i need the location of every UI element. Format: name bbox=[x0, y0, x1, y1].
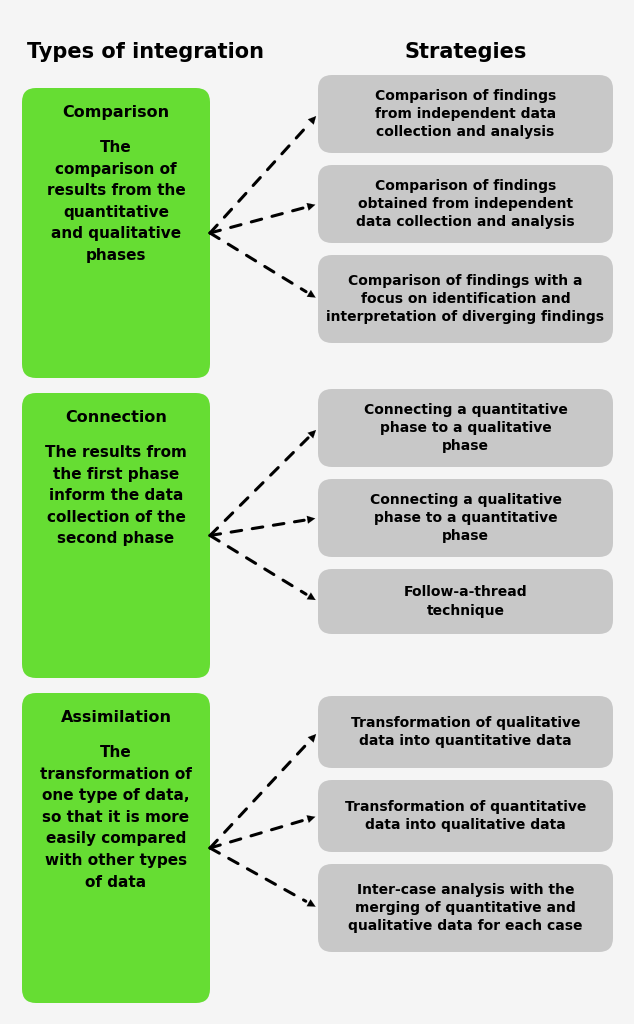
FancyBboxPatch shape bbox=[318, 165, 613, 243]
Text: Comparison: Comparison bbox=[62, 104, 169, 120]
FancyBboxPatch shape bbox=[318, 75, 613, 153]
FancyBboxPatch shape bbox=[318, 255, 613, 343]
FancyBboxPatch shape bbox=[318, 479, 613, 557]
Text: Follow-a-thread
technique: Follow-a-thread technique bbox=[404, 586, 527, 617]
Text: Comparison of findings
from independent data
collection and analysis: Comparison of findings from independent … bbox=[375, 89, 556, 139]
FancyBboxPatch shape bbox=[22, 88, 210, 378]
Text: Connecting a qualitative
phase to a quantitative
phase: Connecting a qualitative phase to a quan… bbox=[370, 493, 562, 544]
Text: Strategies: Strategies bbox=[404, 42, 527, 62]
Text: The
transformation of
one type of data,
so that it is more
easily compared
with : The transformation of one type of data, … bbox=[40, 745, 192, 890]
FancyBboxPatch shape bbox=[22, 693, 210, 1002]
Text: Comparison of findings with a
focus on identification and
interpretation of dive: Comparison of findings with a focus on i… bbox=[327, 273, 604, 325]
Text: The
comparison of
results from the
quantitative
and qualitative
phases: The comparison of results from the quant… bbox=[47, 140, 185, 263]
Text: Types of integration: Types of integration bbox=[27, 42, 264, 62]
Text: Inter-case analysis with the
merging of quantitative and
qualitative data for ea: Inter-case analysis with the merging of … bbox=[348, 883, 583, 934]
Text: Transformation of qualitative
data into quantitative data: Transformation of qualitative data into … bbox=[351, 716, 580, 749]
Text: Connecting a quantitative
phase to a qualitative
phase: Connecting a quantitative phase to a qua… bbox=[363, 402, 567, 454]
FancyBboxPatch shape bbox=[318, 864, 613, 952]
FancyBboxPatch shape bbox=[318, 389, 613, 467]
FancyBboxPatch shape bbox=[318, 696, 613, 768]
FancyBboxPatch shape bbox=[318, 780, 613, 852]
Text: Transformation of quantitative
data into qualitative data: Transformation of quantitative data into… bbox=[345, 800, 586, 833]
FancyBboxPatch shape bbox=[22, 393, 210, 678]
Text: Connection: Connection bbox=[65, 410, 167, 425]
Text: Assimilation: Assimilation bbox=[60, 710, 172, 725]
Text: The results from
the first phase
inform the data
collection of the
second phase: The results from the first phase inform … bbox=[45, 445, 187, 547]
Text: Comparison of findings
obtained from independent
data collection and analysis: Comparison of findings obtained from ind… bbox=[356, 178, 575, 229]
FancyBboxPatch shape bbox=[318, 569, 613, 634]
